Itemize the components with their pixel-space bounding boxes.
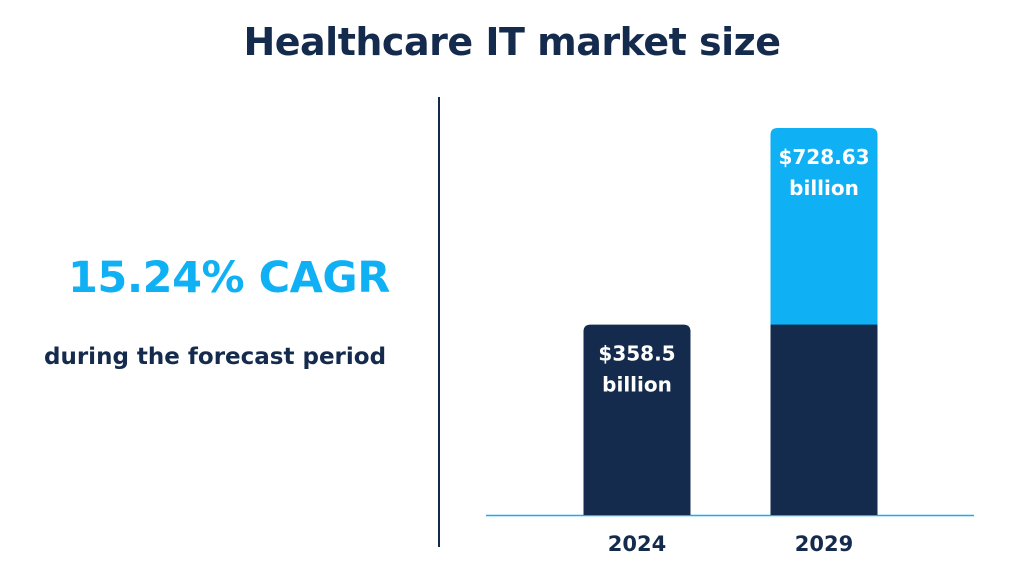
cagr-caption: during the forecast period bbox=[44, 344, 387, 370]
x-tick-label-2029: 2029 bbox=[795, 532, 853, 556]
data-label-unit-2029: billion bbox=[789, 176, 859, 200]
x-tick-label-2024: 2024 bbox=[608, 532, 666, 556]
data-label-unit-2024: billion bbox=[602, 373, 672, 397]
bar-2029-base-segment bbox=[770, 324, 878, 515]
vertical-divider bbox=[438, 97, 440, 547]
data-label-value-2024: $358.5 bbox=[598, 342, 675, 366]
cagr-value: 15.24% CAGR bbox=[68, 253, 390, 303]
chart-title: Healthcare IT market size bbox=[243, 20, 781, 64]
data-label-value-2029: $728.63 bbox=[778, 145, 869, 169]
bar-2024 bbox=[583, 324, 691, 515]
